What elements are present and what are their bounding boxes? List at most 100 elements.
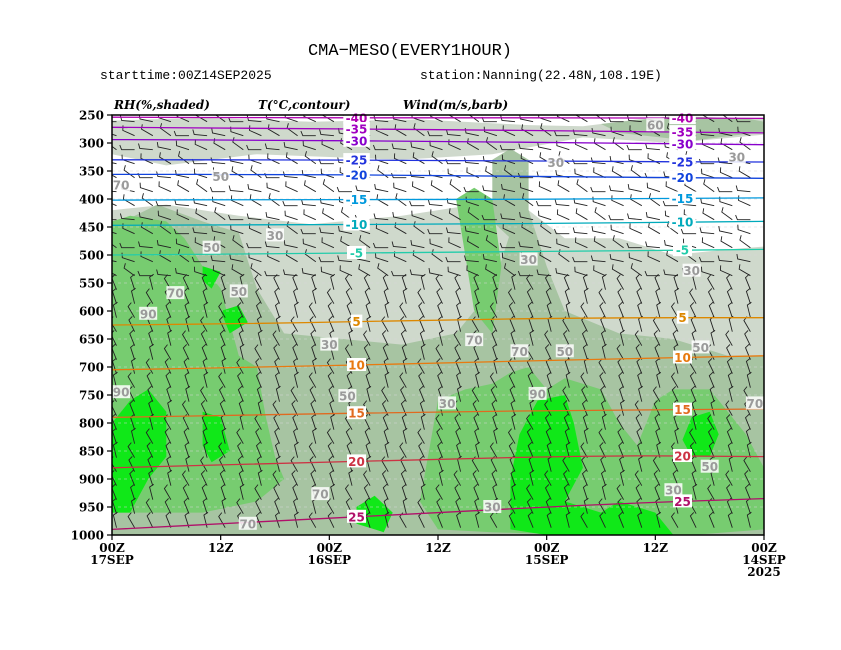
wind-barb-490 [507, 288, 516, 304]
wind-barb-400 [175, 268, 190, 277]
wind-barb-598 [510, 329, 516, 346]
wind-barb-1064 [475, 511, 480, 528]
wind-barb-317 [629, 223, 642, 235]
wind-barb-973 [130, 483, 136, 500]
wind-barb-217 [122, 194, 135, 207]
wind-barb-1037 [636, 497, 643, 514]
wind-barb-884 [475, 441, 480, 458]
start-time: starttime:00Z14SEP2025 [100, 68, 272, 83]
wind-barb-290 [141, 222, 154, 235]
rh-label: RH(%,shaded) [113, 98, 210, 112]
wind-barb-413 [409, 269, 425, 277]
wind-barb-331 [232, 235, 244, 249]
wind-barb-591 [381, 330, 389, 346]
wind-barb-976 [182, 484, 190, 500]
wind-barb-7 [228, 116, 244, 123]
wind-barb-436 [182, 274, 190, 290]
wind-barb-431 [738, 264, 751, 277]
wind-barb-653 [202, 357, 208, 374]
wind-barb-789 [710, 399, 716, 416]
contour-label: 20 [674, 450, 691, 464]
wind-barb-263 [303, 209, 316, 221]
wind-barb-161 [409, 171, 425, 179]
wind-barb-6 [215, 115, 226, 123]
wind-barb-110 [140, 153, 153, 165]
wind-barb-832 [183, 427, 190, 444]
wind-barb-401 [193, 266, 208, 277]
wind-barb-576 [112, 330, 117, 346]
wind-barb-934 [728, 455, 734, 472]
wind-barb-611 [744, 330, 751, 346]
wind-barb-232 [395, 193, 407, 207]
wind-barb-285 [702, 208, 715, 221]
wind-barb-836 [255, 428, 262, 444]
wind-barb-166 [503, 165, 516, 179]
wind-barb-258 [214, 207, 226, 221]
wind-barb-427 [663, 269, 679, 277]
wind-barb-556 [400, 316, 407, 332]
wind-barb-476 [255, 288, 262, 304]
wind-barb-843 [383, 427, 389, 444]
x-tick-label: 00Z [317, 541, 343, 555]
wind-barb-601 [563, 330, 570, 346]
wind-barb-982 [292, 483, 299, 500]
wind-barb-349 [556, 238, 570, 249]
wind-barb-467 [744, 273, 751, 290]
wind-barb-220 [174, 199, 190, 207]
wind-barb-547 [237, 315, 244, 332]
wind-barb-617 [201, 343, 208, 360]
wind-barb-722 [147, 385, 154, 402]
rh-label-bg [112, 385, 131, 399]
wind-barb-723 [166, 385, 172, 402]
wind-barb-707 [527, 371, 534, 388]
wind-barb-48 [319, 129, 334, 137]
wind-barb-380 [464, 255, 479, 263]
wind-barb-1056 [327, 512, 335, 528]
wind-barb-117 [267, 153, 280, 165]
wind-barb-495 [598, 288, 606, 304]
contour-label: 15 [348, 407, 365, 421]
wind-barb-484 [402, 287, 408, 304]
wind-barb-397 [123, 263, 135, 277]
wind-barb-38 [141, 124, 154, 137]
temp-contour--5 [112, 248, 764, 256]
wind-barb-280 [608, 214, 624, 221]
wind-barb-4 [176, 115, 190, 123]
wind-barb-415 [447, 266, 461, 277]
wind-barb-984 [330, 483, 336, 500]
rh-label-bg [112, 178, 131, 191]
wind-barb-944 [257, 469, 263, 486]
wind-barb-527 [527, 301, 534, 318]
wind-barb-531 [599, 302, 606, 318]
y-tick-label: 500 [79, 249, 104, 263]
wind-barb-561 [490, 316, 498, 332]
wind-barb-914 [366, 455, 372, 472]
wind-barb-456 [544, 274, 552, 290]
rh-label: 50 [339, 390, 356, 404]
wind-barb-502 [726, 287, 733, 304]
wind-barb-1035 [598, 498, 606, 514]
wind-barb-1049 [203, 511, 209, 528]
contour-label: -10 [672, 216, 694, 230]
wind-barb-267 [373, 213, 389, 221]
wind-barb-434 [149, 273, 154, 290]
wind-barb-682 [726, 357, 733, 374]
wind-barb-494 [583, 287, 589, 304]
wind-barb-1066 [508, 512, 516, 528]
rh-label-bg [691, 340, 710, 354]
wind-barb-873 [274, 441, 280, 458]
wind-barb-381 [482, 254, 497, 263]
contour-label: 25 [348, 510, 365, 524]
wind-barb-579 [167, 329, 173, 346]
wind-barb-528 [546, 301, 552, 318]
contour-label-bg [673, 449, 692, 462]
wind-barb-659 [312, 357, 317, 374]
x-tick-label: 00Z [534, 541, 560, 555]
wind-barb-992 [473, 483, 480, 500]
wind-barb-398 [137, 270, 153, 277]
wind-barb-726 [218, 386, 226, 402]
wind-barb-958 [510, 469, 516, 486]
wind-barb-589 [348, 329, 354, 346]
rh-label-bg [646, 118, 665, 132]
wind-barb-151 [231, 166, 244, 179]
